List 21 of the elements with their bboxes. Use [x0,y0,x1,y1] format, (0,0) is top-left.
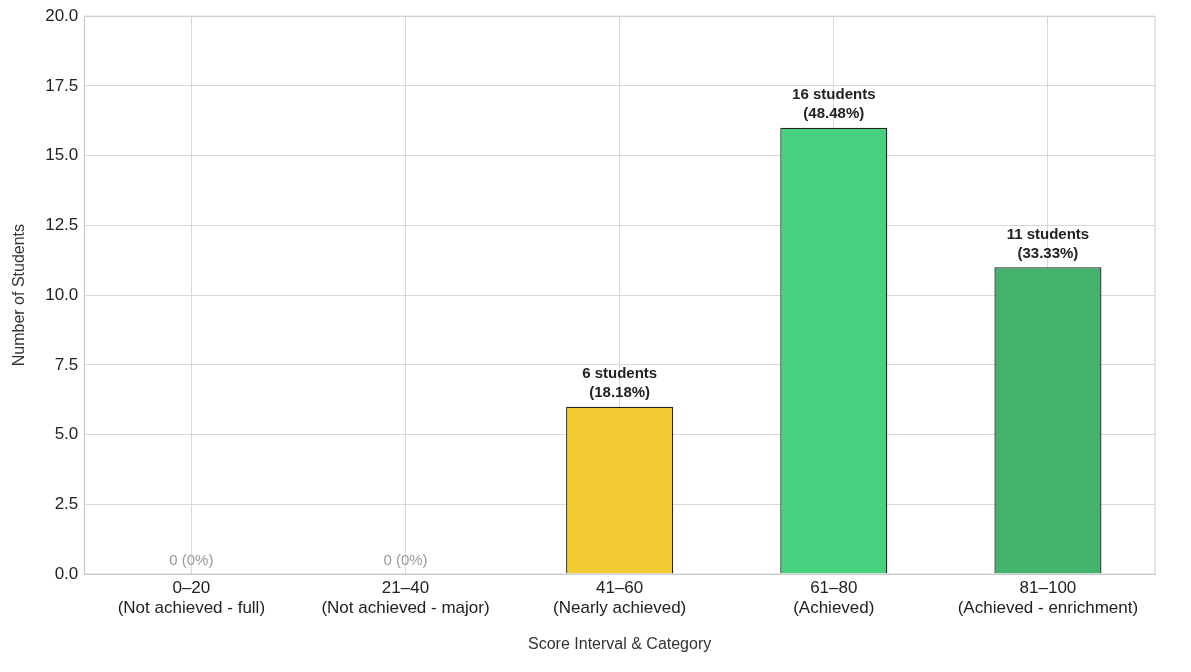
data-label: 11 students (33.33%) [1006,224,1090,261]
x-axis-title: Score Interval & Category [528,634,712,652]
y-axis-title: Number of Students [10,223,28,367]
y-tick-label: 10.0 [45,284,79,304]
data-label: 0 (0%) [169,550,214,568]
y-tick-label: 7.5 [54,354,79,374]
x-tick-label: 0–20 (Not achieved - full) [117,577,266,618]
y-tick-label: 20.0 [45,5,79,25]
y-tick-label: 15.0 [45,145,79,165]
x-tick-label: 41–60 (Nearly achieved) [553,577,687,618]
y-tick-label: 12.5 [45,215,79,235]
y-tick-label: 5.0 [54,424,79,444]
y-tick-label: 2.5 [54,493,79,513]
x-tick-label: 81–100 (Achieved - enrichment) [957,577,1139,618]
x-tick-label: 21–40 (Not achieved - major) [321,577,490,618]
data-label: 6 students (18.18%) [582,364,658,401]
x-tick-label: 61–80 (Achieved) [793,577,875,618]
y-tick-label: 17.5 [45,75,79,95]
data-label: 16 students (48.48%) [792,85,876,122]
y-tick-label: 0.0 [54,563,79,583]
data-label: 0 (0%) [383,550,428,568]
